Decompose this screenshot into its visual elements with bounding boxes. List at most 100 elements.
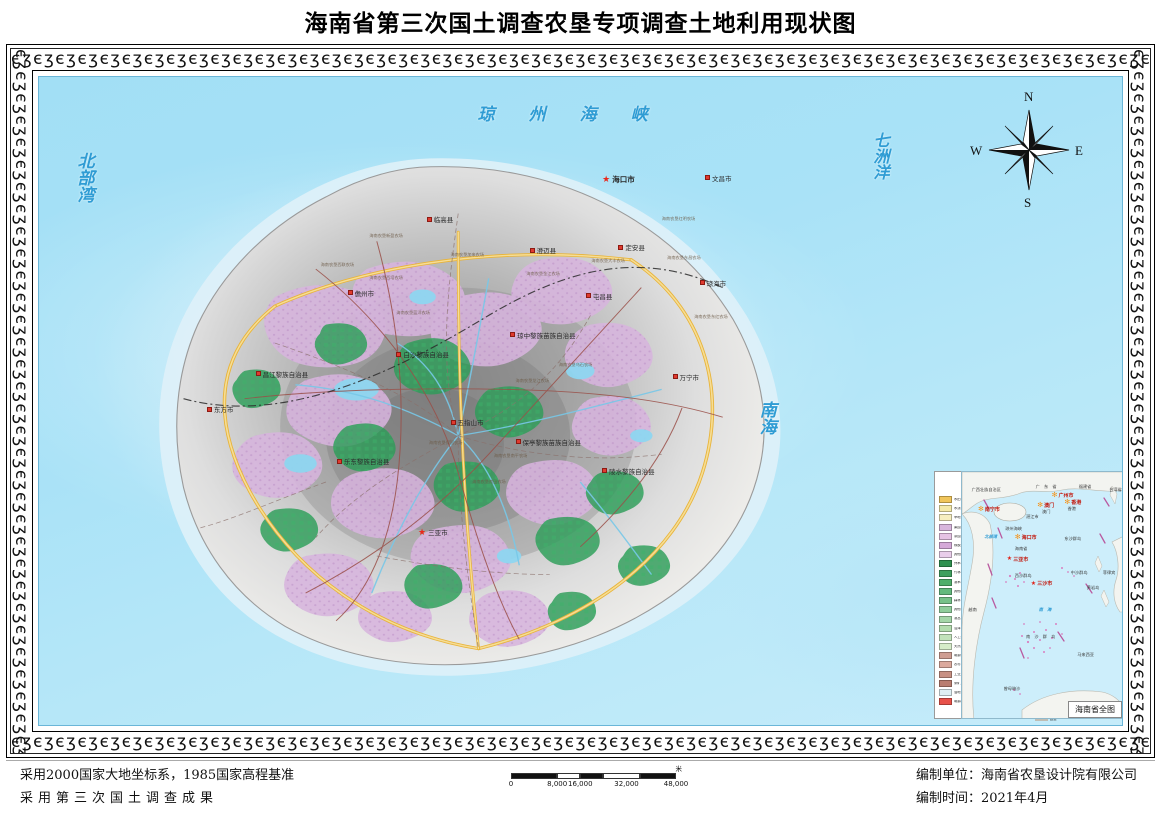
city-label-儋州市[interactable]: 儋州市 <box>347 288 374 298</box>
sea-label: 南海 <box>755 401 776 435</box>
legend-item: 其他林地 <box>939 587 986 596</box>
farm-label: 海南农垦保国农场 <box>428 439 463 445</box>
map-neatline: 琼州海峡 北部湾 七洲洋 南海 ★ 海口市 文昌市 临高县 澄迈县 定安县 儋州市 屯昌县 琼海市 白沙… <box>32 70 1129 732</box>
city-label-临高县[interactable]: 临高县 <box>426 214 453 224</box>
inset-city-marker-icon: ★ <box>1030 580 1037 587</box>
legend-column-1: 水田水浇地旱地果园茶园橡胶园其他园地乔木林地竹林地灌木林地其他林地森林沼泽其他草… <box>939 495 986 725</box>
title-bar: 海南省第三次国土调查农垦专项调查土地利用现状图 <box>0 0 1161 42</box>
legend-item: 其他园地 <box>939 550 986 559</box>
city-dot-icon <box>515 439 521 445</box>
scale-bar-track <box>511 773 676 779</box>
legend-item: 湿地 <box>939 688 986 697</box>
city-label-琼中黎族苗族自治县[interactable]: 琼中黎族苗族自治县 <box>510 330 576 340</box>
city-label-文昌市[interactable]: 文昌市 <box>705 173 732 183</box>
scale-tick-label: 48,000 <box>663 780 689 788</box>
legend-item: 森林沼泽 <box>939 596 986 605</box>
farm-label: 海南农垦加来农场 <box>450 251 485 257</box>
legend-swatch <box>939 560 952 568</box>
city-name: 保亭黎族苗族自治县 <box>522 438 582 447</box>
inset-label: 南 沙 群 岛 <box>1026 634 1056 640</box>
inset-city-三亚市: ★ 三亚市 <box>1007 556 1028 563</box>
footer-right-block: 编制单位：海南省农垦设计院有限公司 编制时间：2021年4月 <box>916 765 1137 811</box>
city-name: 万宁市 <box>679 373 700 382</box>
legend-item: 采矿用地 <box>939 679 986 688</box>
farm-label: 海南农垦西联农场 <box>320 261 355 267</box>
farm-label: 海南农垦东红农场 <box>694 313 728 319</box>
farm-label: 海南农垦南平农场 <box>493 452 528 458</box>
inset-city-name: 广州市 <box>1058 493 1074 499</box>
city-name: 琼中黎族苗族自治县 <box>517 331 576 340</box>
inset-city-name: 南宁市 <box>984 508 1000 514</box>
inset-label: 东沙群岛 <box>1064 535 1082 541</box>
legend-item: 其他草地 <box>939 605 986 614</box>
city-dot-icon <box>699 280 705 286</box>
scale-bar-ticks: 0 8,000 16,000 32,000 48,000 <box>509 780 689 792</box>
capital-star-icon: ★ <box>418 526 427 537</box>
city-dot-icon <box>602 468 608 474</box>
inset-label: 香港 <box>1067 506 1076 512</box>
legend-swatch <box>939 624 952 632</box>
scale-tick-label: 32,000 <box>614 780 639 788</box>
legend-item: 乔木林地 <box>939 559 986 568</box>
inset-label: 马来西亚 <box>1077 651 1094 657</box>
city-dot-icon <box>396 351 402 357</box>
inset-label: 澳门 <box>1042 508 1051 514</box>
hainan-island-shape <box>158 158 781 676</box>
legend-swatch <box>939 496 952 504</box>
inset-label: 菲律宾 <box>1102 570 1116 576</box>
city-label-定安县[interactable]: 定安县 <box>618 242 645 252</box>
city-name: 屯昌县 <box>592 292 613 301</box>
city-label-东方市[interactable]: 东方市 <box>206 404 233 414</box>
hainan-island[interactable] <box>153 158 824 676</box>
inset-city-海口市: ✻ 海口市 <box>1015 533 1037 541</box>
inset-map[interactable]: 广西壮族自治区 广 东 省 福建省 台湾省 海南省 北部湾 琼州海峡 东沙群岛 中沙群岛 西沙群岛… <box>961 471 1122 719</box>
inset-city-marker-icon: ✻ <box>978 505 984 514</box>
inset-label: 越南 <box>968 607 977 613</box>
city-name: 三亚市 <box>428 529 448 538</box>
city-name: 乐东黎族自治县 <box>343 458 390 467</box>
legend-swatch <box>939 698 952 706</box>
border-pattern-right: єʒєʒєʒєʒєʒєʒєʒєʒєʒєʒєʒєʒєʒєʒєʒєʒєʒєʒєʒєʒ… <box>1129 49 1150 753</box>
city-dot-icon <box>336 458 342 464</box>
city-name: 琼海市 <box>706 279 727 288</box>
city-label-海口市[interactable]: ★ 海口市 <box>602 174 635 185</box>
city-dot-icon <box>255 371 261 377</box>
city-label-万宁市[interactable]: 万宁市 <box>672 372 700 382</box>
legend-swatch <box>939 606 952 614</box>
city-name: 文昌市 <box>712 174 732 183</box>
city-label-保亭黎族苗族自治县[interactable]: 保亭黎族苗族自治县 <box>515 437 582 447</box>
city-label-澄迈县[interactable]: 澄迈县 <box>529 245 556 255</box>
inset-label: 曾母暗沙 <box>1003 686 1021 692</box>
legend-swatch <box>939 523 952 531</box>
city-dot-icon <box>206 406 212 412</box>
city-label-陵水黎族自治县[interactable]: 陵水黎族自治县 <box>602 466 655 476</box>
legend-label: 灌木林地 <box>954 581 967 584</box>
legend-item: 水田 <box>939 495 986 504</box>
legend-swatch <box>939 587 952 595</box>
map-canvas[interactable]: 琼州海峡 北部湾 七洲洋 南海 ★ 海口市 文昌市 临高县 澄迈县 定安县 儋州市 屯昌县 琼海市 白沙… <box>38 76 1123 726</box>
city-dot-icon <box>705 175 711 181</box>
legend-label: 竹林地 <box>954 571 964 575</box>
inset-label: 西沙群岛 <box>1014 572 1032 578</box>
city-label-乐东黎族自治县[interactable]: 乐东黎族自治县 <box>336 456 390 467</box>
inset-label: 湛江市 <box>1026 513 1039 519</box>
coordinate-system-note: 采用2000国家大地坐标系，1985国家高程基准 <box>20 768 295 783</box>
city-label-昌江黎族自治县[interactable]: 昌江黎族自治县 <box>255 369 309 379</box>
city-label-三亚市[interactable]: ★ 三亚市 <box>418 527 448 537</box>
farm-label: 海南农垦金江农场 <box>526 271 560 277</box>
legend-label: 其他园地 <box>954 553 967 556</box>
legend-label: 水浇地 <box>954 507 964 511</box>
city-label-五指山市[interactable]: 五指山市 <box>450 417 484 427</box>
inset-label: 广西壮族自治区 <box>971 486 1001 492</box>
city-label-白沙黎族自治县[interactable]: 白沙黎族自治县 <box>396 349 449 359</box>
inset-label: 南 海 <box>1038 607 1052 613</box>
city-label-屯昌县[interactable]: 屯昌县 <box>585 291 613 301</box>
city-dot-icon <box>585 293 591 299</box>
city-name: 昌江黎族自治县 <box>262 370 309 379</box>
legend-label: 茶园 <box>954 534 961 538</box>
city-label-琼海市[interactable]: 琼海市 <box>699 278 727 288</box>
legend-swatch <box>939 569 952 577</box>
inset-city-name: 海口市 <box>1021 535 1037 541</box>
legend-label: 湿地 <box>954 690 961 694</box>
inset-label: 海南省 <box>1014 545 1028 551</box>
